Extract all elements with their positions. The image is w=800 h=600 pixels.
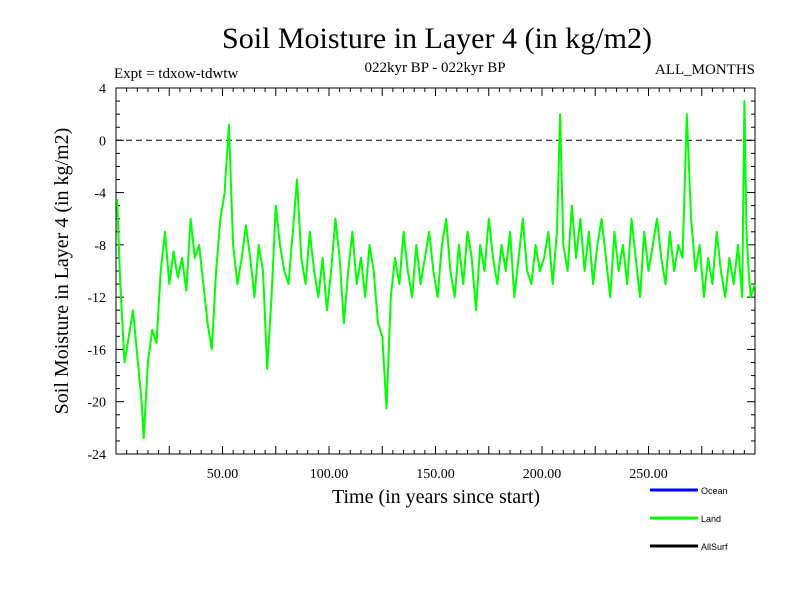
x-axis-label: Time (in years since start) (332, 486, 540, 508)
y-axis-label: Soil Moisture in Layer 4 (in kg/m2) (51, 128, 73, 415)
axis-tick-labels: 50.00 100.00 150.00 200.00 250.00 4 0 -4 -8 -12 -1… (87, 82, 667, 482)
y-tick-label: 0 (99, 134, 106, 149)
subtitle-left: Expt = tdxow-tdwtw (114, 66, 238, 82)
chart-title: Soil Moisture in Layer 4 (in kg/m2) (222, 22, 652, 55)
y-tick-label: -20 (87, 396, 106, 411)
y-tick-label: -8 (94, 239, 106, 254)
y-tick-label: -12 (87, 291, 106, 306)
axis-ticks (116, 88, 755, 454)
series-layer (116, 100, 756, 440)
x-tick-label: 100.00 (310, 467, 349, 482)
plot-frame (115, 87, 756, 455)
legend-label-ocean: Ocean (701, 486, 728, 496)
legend: Ocean Land AllSurf (650, 486, 728, 552)
subtitle-right: ALL_MONTHS (655, 62, 755, 78)
y-tick-label: -4 (94, 187, 106, 202)
x-tick-label: 200.00 (523, 467, 562, 482)
subtitle-center: 022kyr BP - 022kyr BP (364, 60, 505, 76)
x-tick-label: 250.00 (629, 467, 668, 482)
y-tick-label: -24 (87, 448, 106, 463)
legend-label-land: Land (701, 514, 721, 524)
x-tick-label: 50.00 (207, 467, 239, 482)
series-line-land (116, 100, 756, 440)
x-tick-label: 150.00 (416, 467, 455, 482)
legend-label-allsurf: AllSurf (701, 542, 728, 552)
y-tick-label: 4 (99, 82, 106, 97)
y-tick-label: -16 (87, 343, 106, 358)
